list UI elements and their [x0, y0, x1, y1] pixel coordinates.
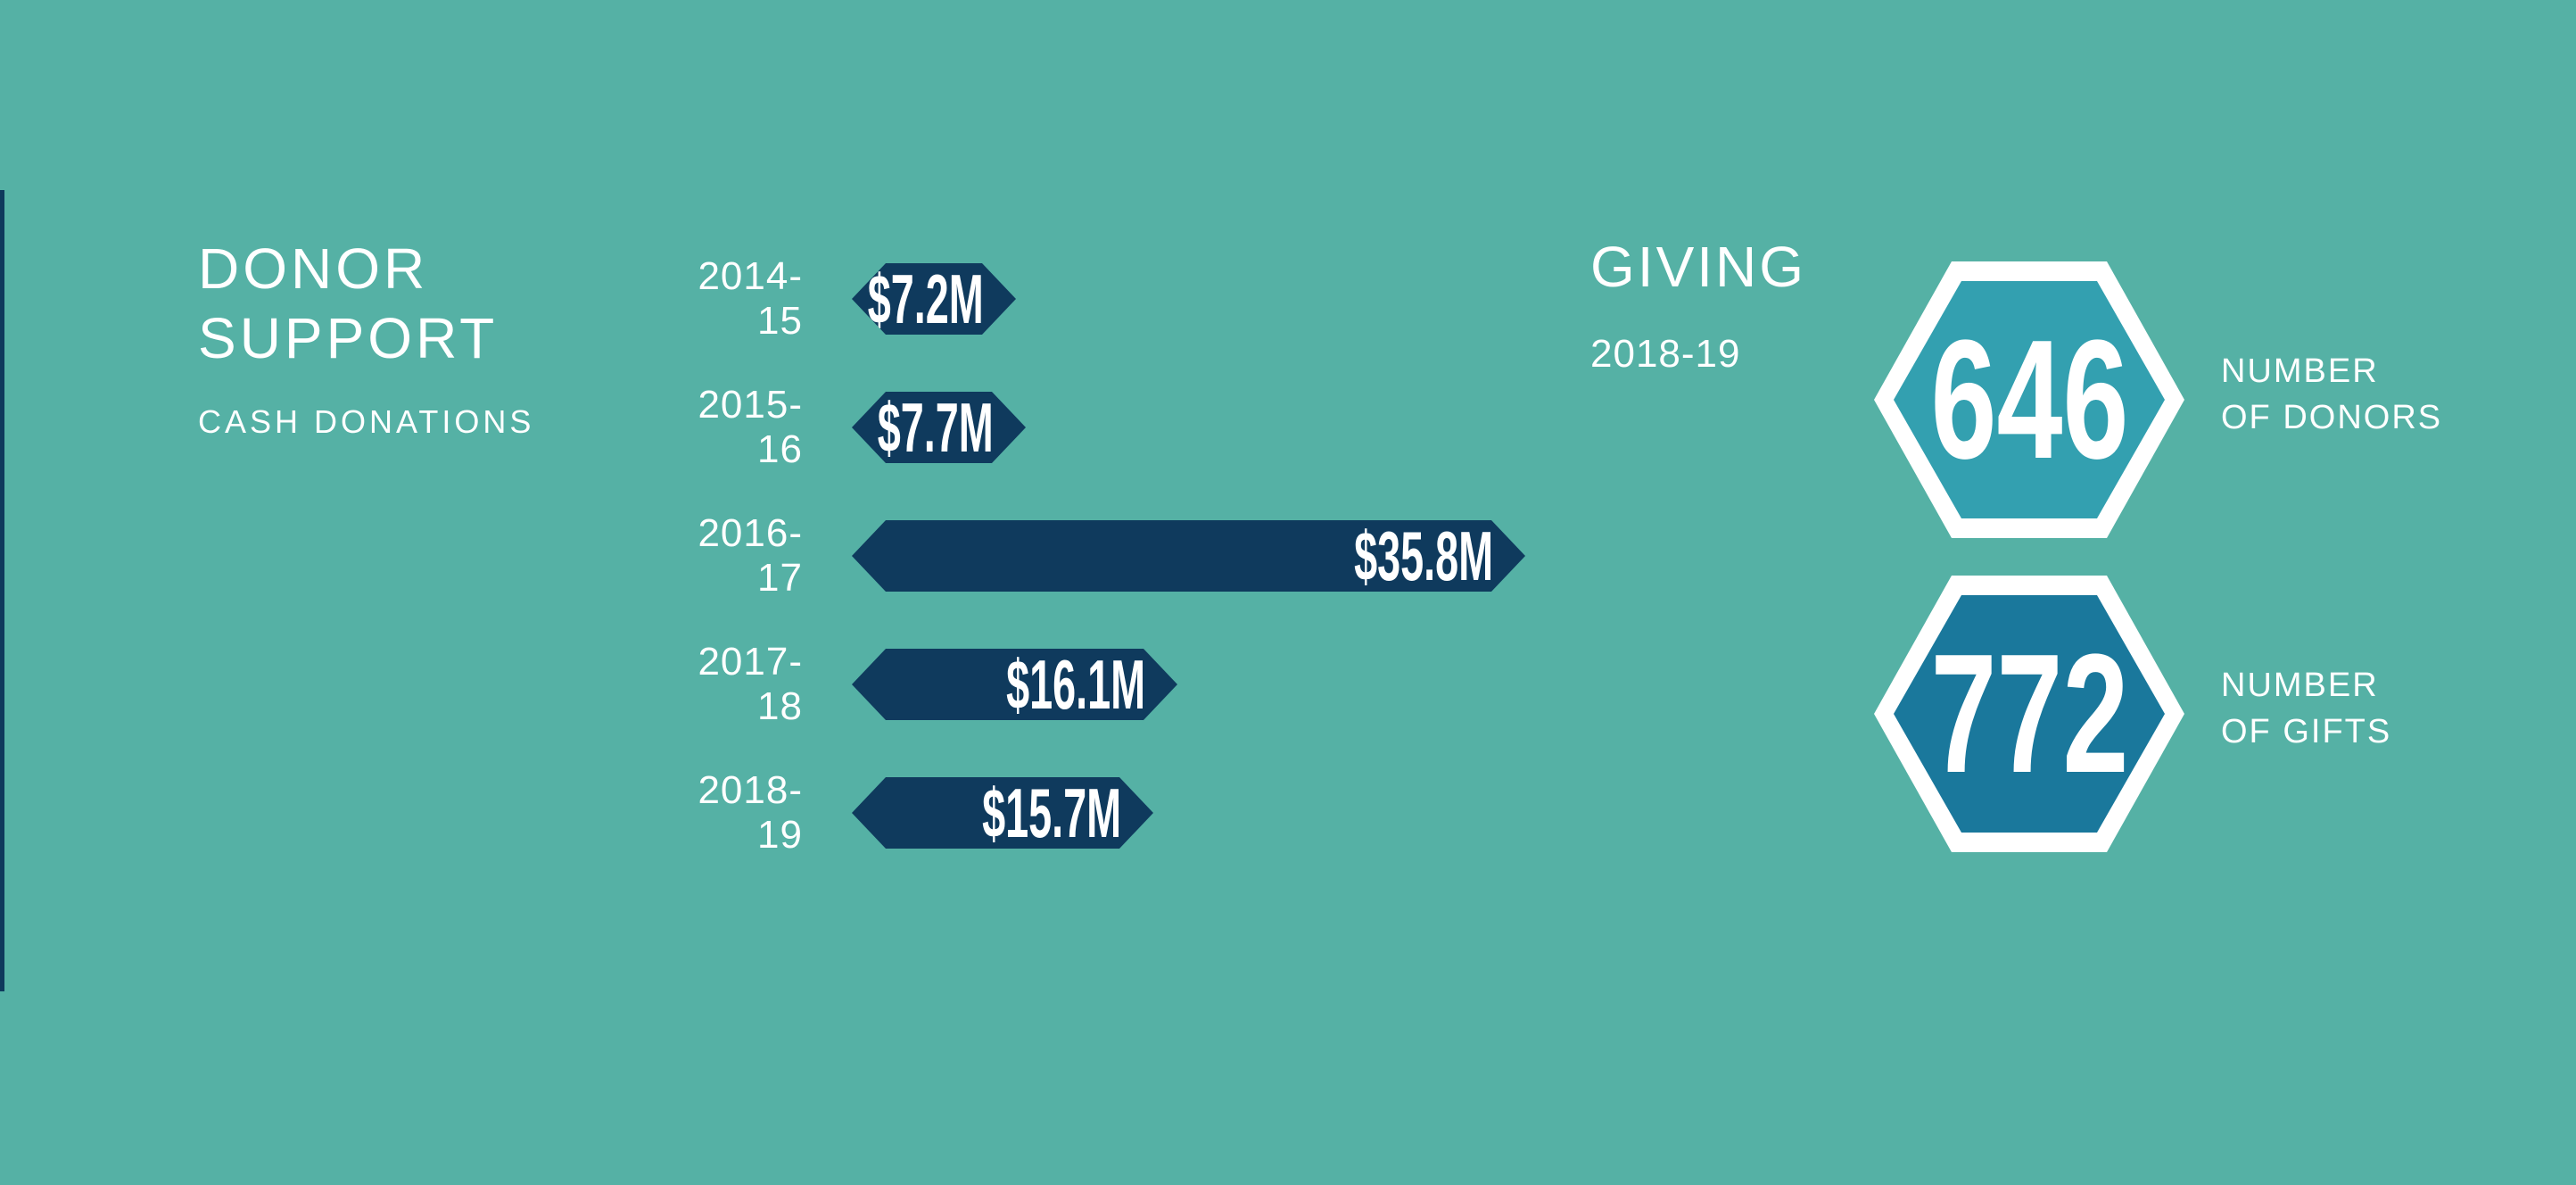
donors-label: NUMBER OF DONORS — [2221, 348, 2442, 441]
cash-donations-bar-chart: 2014-15 $7.2M 2015-16 $7.7M 2016-17 $35.… — [660, 254, 1525, 857]
donors-label-line1: NUMBER — [2221, 352, 2379, 390]
gifts-hexagon-fill: 772 — [1894, 595, 2165, 833]
left-accent-bar — [0, 190, 4, 991]
donation-bar: $16.1M — [852, 649, 1177, 720]
donation-value-label: $7.2M — [867, 259, 984, 338]
bar-row: 2018-19 $15.7M — [660, 768, 1525, 857]
giving-subtitle: 2018-19 — [1590, 332, 1741, 376]
donor-support-subtitle: CASH DONATIONS — [198, 403, 535, 440]
gifts-label-line2: OF GIFTS — [2221, 713, 2392, 750]
bar-year-label: 2014-15 — [698, 254, 803, 343]
donors-hexagon-fill: 646 — [1894, 281, 2165, 518]
bar-year-label: 2015-16 — [698, 383, 803, 471]
donor-support-title-line1: DONOR — [198, 236, 429, 301]
donation-bar: $7.7M — [852, 392, 1026, 463]
donors-label-line2: OF DONORS — [2221, 399, 2443, 436]
donation-bar: $35.8M — [852, 520, 1525, 592]
gifts-hexagon-badge: 772 — [1874, 576, 2184, 852]
donation-bar: $7.2M — [852, 263, 1016, 335]
donation-bar: $15.7M — [852, 777, 1153, 849]
donation-value-label: $16.1M — [1005, 644, 1145, 724]
gifts-label-line1: NUMBER — [2221, 667, 2379, 704]
donation-value-label: $35.8M — [1353, 516, 1493, 595]
bar-row: 2017-18 $16.1M — [660, 640, 1525, 728]
bar-year-label: 2018-19 — [698, 768, 803, 857]
gifts-count: 772 — [1930, 619, 2128, 808]
bar-row: 2016-17 $35.8M — [660, 511, 1525, 600]
donor-support-title-line2: SUPPORT — [198, 306, 499, 370]
giving-title: GIVING — [1590, 235, 1807, 299]
gifts-label: NUMBER OF GIFTS — [2221, 662, 2391, 755]
donor-support-title: DONOR SUPPORT — [198, 234, 498, 373]
bar-year-label: 2017-18 — [698, 640, 803, 728]
donors-hexagon-badge: 646 — [1874, 261, 2184, 538]
donors-count: 646 — [1930, 305, 2128, 494]
donation-value-label: $15.7M — [981, 773, 1121, 852]
bar-year-label: 2016-17 — [698, 511, 803, 600]
donation-value-label: $7.7M — [877, 387, 994, 467]
bar-row: 2014-15 $7.2M — [660, 254, 1525, 343]
bar-row: 2015-16 $7.7M — [660, 383, 1525, 471]
